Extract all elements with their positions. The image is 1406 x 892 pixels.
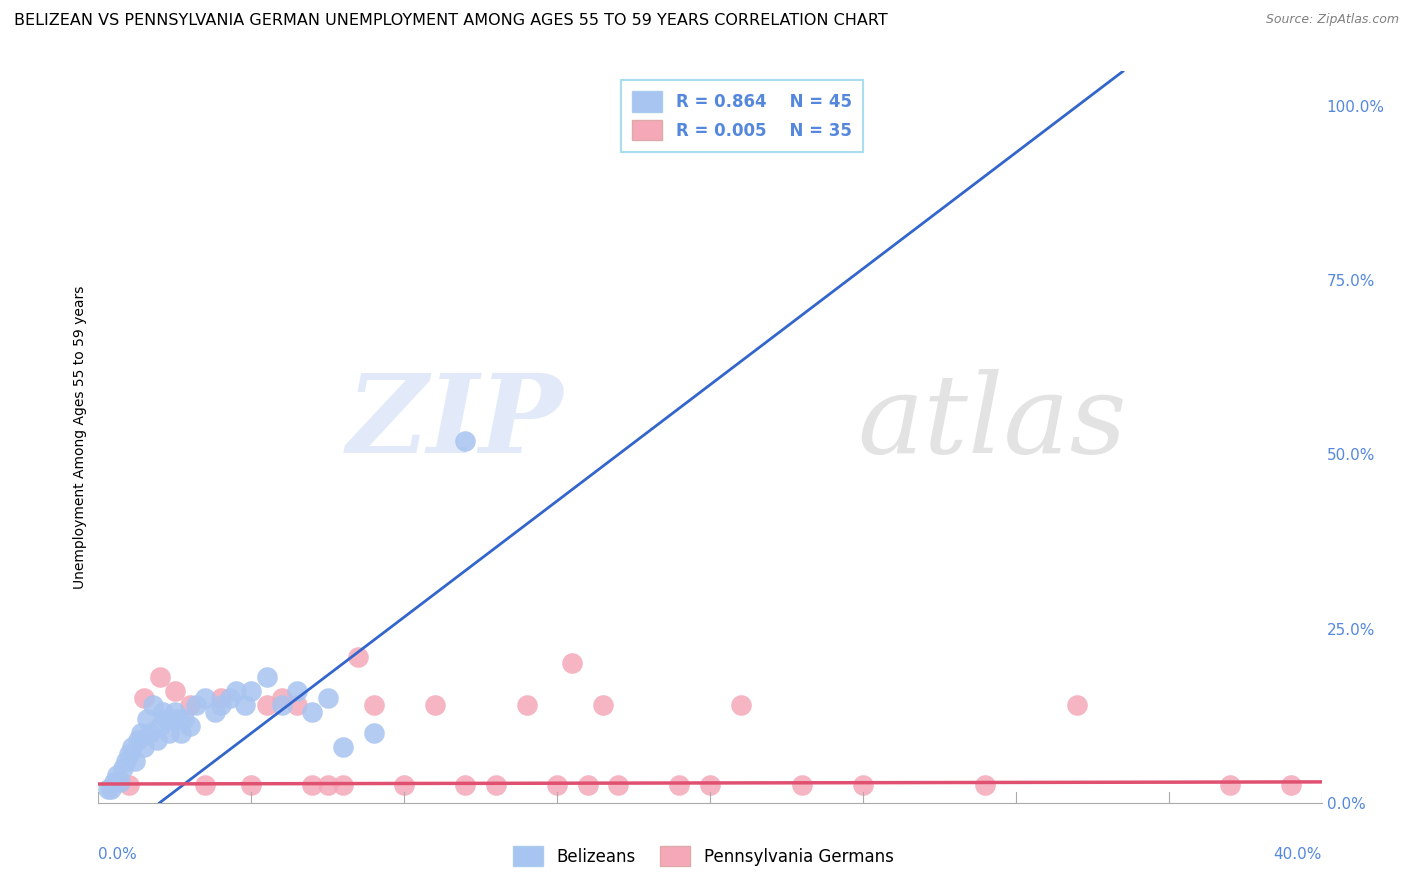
Point [209, 691, 232, 706]
Point [118, 778, 141, 792]
Point [160, 712, 183, 726]
Point [136, 712, 159, 726]
Point [142, 698, 165, 713]
Point [194, 691, 217, 706]
Point [157, 726, 180, 740]
Point [332, 778, 354, 792]
Point [233, 698, 256, 713]
Y-axis label: Unemployment Among Ages 55 to 59 years: Unemployment Among Ages 55 to 59 years [73, 285, 87, 589]
Point [790, 778, 813, 792]
Point [454, 778, 477, 792]
Point [145, 733, 167, 747]
Point [285, 698, 308, 713]
Point [852, 778, 875, 792]
Point [219, 691, 242, 706]
Point [240, 684, 263, 698]
Point [149, 719, 172, 733]
Point [561, 657, 583, 671]
Point [730, 698, 752, 713]
Point [285, 684, 308, 698]
Text: 40.0%: 40.0% [1274, 847, 1322, 862]
Point [179, 698, 201, 713]
Point [163, 684, 186, 698]
Point [204, 705, 226, 719]
Point [546, 778, 568, 792]
Point [129, 726, 152, 740]
Point [170, 726, 193, 740]
Point [194, 778, 217, 792]
Point [301, 705, 323, 719]
Point [139, 726, 162, 740]
Point [124, 754, 146, 768]
Point [516, 698, 538, 713]
Point [623, 99, 645, 113]
Point [186, 698, 208, 713]
Text: atlas: atlas [856, 368, 1126, 476]
Text: 0.0%: 0.0% [98, 847, 138, 862]
Point [392, 778, 416, 792]
Point [699, 778, 721, 792]
Legend: R = 0.864    N = 45, R = 0.005    N = 35: R = 0.864 N = 45, R = 0.005 N = 35 [620, 79, 863, 152]
Point [115, 754, 138, 768]
Point [576, 778, 599, 792]
Point [100, 781, 122, 796]
Point [423, 698, 446, 713]
Point [347, 649, 370, 664]
Point [454, 434, 477, 448]
Text: BELIZEAN VS PENNSYLVANIA GERMAN UNEMPLOYMENT AMONG AGES 55 TO 59 YEARS CORRELATI: BELIZEAN VS PENNSYLVANIA GERMAN UNEMPLOY… [14, 13, 887, 29]
Point [111, 761, 134, 775]
Point [592, 698, 614, 713]
Point [155, 712, 177, 726]
Point [173, 712, 195, 726]
Point [637, 99, 661, 113]
Point [209, 698, 232, 713]
Point [134, 691, 156, 706]
Point [316, 691, 339, 706]
Point [179, 719, 201, 733]
Point [256, 670, 278, 684]
Point [163, 705, 186, 719]
Legend: Belizeans, Pennsylvania Germans: Belizeans, Pennsylvania Germans [505, 838, 901, 875]
Point [363, 698, 385, 713]
Point [105, 768, 128, 782]
Point [485, 778, 508, 792]
Point [1279, 778, 1302, 792]
Point [97, 781, 120, 796]
Point [108, 775, 131, 789]
Point [363, 726, 385, 740]
Point [225, 684, 247, 698]
Point [1066, 698, 1088, 713]
Point [240, 778, 263, 792]
Point [270, 698, 292, 713]
Point [118, 747, 141, 761]
Point [1219, 778, 1241, 792]
Point [149, 670, 172, 684]
Text: Source: ZipAtlas.com: Source: ZipAtlas.com [1265, 13, 1399, 27]
Point [316, 778, 339, 792]
Point [167, 712, 190, 726]
Point [134, 740, 156, 755]
Point [127, 733, 149, 747]
Point [668, 778, 690, 792]
Point [121, 740, 143, 755]
Point [103, 775, 125, 789]
Point [332, 740, 354, 755]
Point [152, 705, 174, 719]
Point [607, 778, 630, 792]
Point [256, 698, 278, 713]
Text: ZIP: ZIP [347, 368, 564, 476]
Point [270, 691, 292, 706]
Point [974, 778, 997, 792]
Point [301, 778, 323, 792]
